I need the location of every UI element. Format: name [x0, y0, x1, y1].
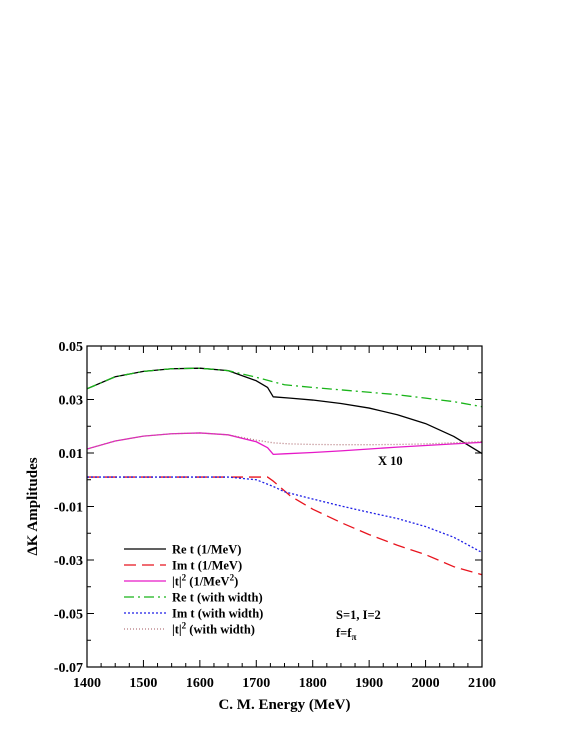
series-line-3	[87, 367, 482, 408]
y-tick-label-0: -0.07	[54, 661, 83, 676]
legend-label-5: |t|2 (with width)	[172, 621, 255, 637]
y-axis-label: ΔK Amplitudes	[25, 457, 41, 555]
x-tick-label-2: 1600	[186, 676, 214, 691]
series-line-0	[87, 367, 482, 455]
legend-label-2: |t|2 (1/MeV2)	[172, 573, 238, 589]
y-tick-label-3: -0.01	[54, 501, 83, 516]
x-tick-label-4: 1800	[299, 676, 327, 691]
scale-note: X 10	[378, 454, 403, 468]
legend-label-3: Re t (with width)	[172, 591, 263, 605]
legend-label-0: Re t (1/MeV)	[172, 543, 241, 557]
legend: Re t (1/MeV) Im t (1/MeV)|t|2 (1/MeV2) Re …	[124, 543, 263, 637]
x-tick-label-5: 1900	[355, 676, 383, 691]
coupling-label: f=fπ	[336, 626, 356, 642]
y-tick-label-6: 0.05	[59, 340, 84, 355]
quantum-numbers-label: S=1, I=2	[336, 608, 381, 622]
x-tick-label-3: 1700	[242, 676, 270, 691]
x-tick-label-7: 2100	[468, 676, 496, 691]
series-line-1	[87, 476, 482, 576]
x-tick-label-6: 2000	[412, 676, 440, 691]
y-tick-label-5: 0.03	[59, 394, 84, 409]
series-line-5	[87, 432, 482, 450]
x-axis-label: C. M. Energy (MeV)	[218, 697, 350, 713]
x-tick-label-0: 1400	[73, 676, 101, 691]
y-tick-label-1: -0.05	[54, 608, 83, 623]
y-tick-label-2: -0.03	[54, 554, 83, 569]
series-line-4	[87, 476, 482, 554]
x-tick-label-1: 1500	[129, 676, 157, 691]
series-lines	[87, 367, 482, 576]
y-tick-label-4: 0.01	[59, 447, 84, 462]
plot-area: 1400 1500 1600 1700 1800 1900 2000 2100 -0.07 -0.…	[25, 340, 496, 713]
legend-label-4: Im t (with width)	[172, 607, 263, 621]
legend-label-1: Im t (1/MeV)	[172, 559, 242, 573]
series-line-2	[87, 432, 482, 455]
annotations: X 10 S=1, I=2 f=fπ	[336, 454, 403, 642]
plot-frame	[86, 345, 483, 668]
